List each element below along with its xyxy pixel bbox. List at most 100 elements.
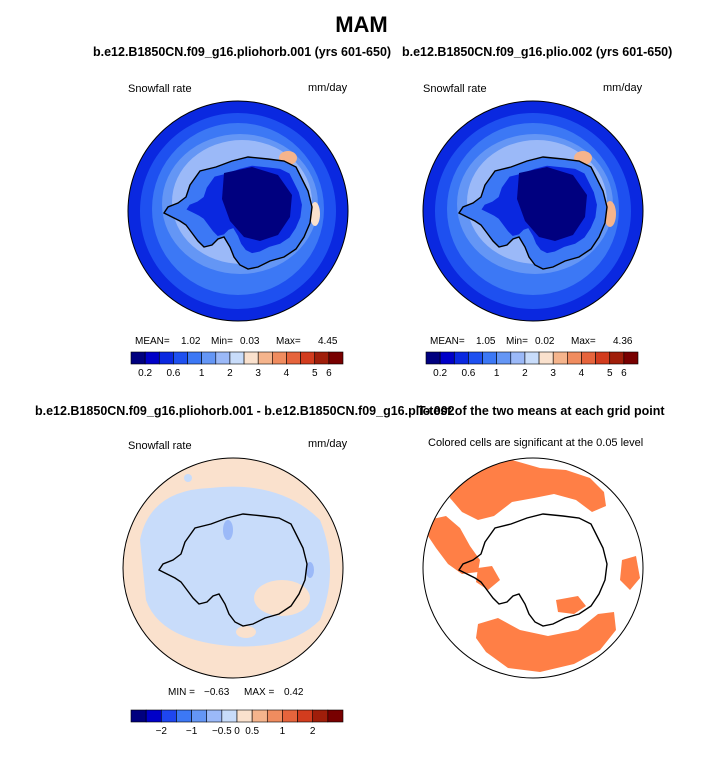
panel3-units-label: mm/day <box>308 438 348 450</box>
panel4-map <box>423 458 643 678</box>
panel1-mean-value: 1.02 <box>181 336 201 347</box>
panel2-colorbar-box <box>510 351 526 365</box>
panel1-colorbar-box <box>229 351 245 365</box>
panel1-mean-label: MEAN= <box>135 336 170 347</box>
panel3-colorbar-box <box>206 709 223 723</box>
panel3-colorbar-box <box>236 709 253 723</box>
panel1-colorbar-box <box>286 351 301 365</box>
panel3-colorbar-box <box>221 709 238 723</box>
panel4-sig-patch-2 <box>620 556 640 590</box>
panel1-colorbar-tick: 1 <box>199 368 205 379</box>
panel3-colorbar-tick: 1 <box>280 726 286 737</box>
panel3-colorbar-tick: 0.5 <box>245 726 259 737</box>
panel3-border <box>122 457 344 679</box>
panel3-colorbar-tick: −1 <box>186 726 198 737</box>
panel2-min-label: Min= <box>506 336 528 347</box>
panel2-colorbar-box <box>567 351 582 365</box>
panel4-sig-region-south <box>476 612 616 672</box>
panel2-colorbar-tick: 2 <box>522 368 528 379</box>
panel2-colorbar-box <box>595 351 611 365</box>
panel1-colorbar-tick: 0.6 <box>166 368 180 379</box>
panel2-colorbar-box <box>482 351 497 365</box>
panel3-max-label: MAX = <box>244 687 275 698</box>
panel3-colorbar-tick: −0.5 <box>212 726 232 737</box>
panel3-positive-patch-2 <box>236 626 256 638</box>
panel3-negative-patch-2 <box>306 562 314 578</box>
panel3-colorbar-tick: 0 <box>234 726 240 737</box>
panel1-plateau <box>222 167 292 241</box>
panel1-colorbar-box <box>300 351 316 365</box>
panel1-colorbar-box <box>130 351 146 365</box>
panel4-border <box>422 457 644 679</box>
panel3-colorbar-tick: 2 <box>310 726 316 737</box>
panel2-mean-value: 1.05 <box>476 336 496 347</box>
panel1-max-label: Max= <box>276 336 301 347</box>
panel3-min-value: −0.63 <box>204 687 230 698</box>
panel2-colorbar-box <box>439 351 455 365</box>
panel3-positive-patch-1 <box>254 580 310 616</box>
panel2-mean-label: MEAN= <box>430 336 465 347</box>
panel3-colorbar-box <box>327 709 344 723</box>
panel1-map <box>128 101 348 321</box>
panel1-min-value: 0.03 <box>240 336 260 347</box>
panel3-colorbar-box <box>160 709 177 723</box>
panel2-max-value: 4.36 <box>613 336 633 347</box>
panel2-max-label: Max= <box>571 336 596 347</box>
panel2-plateau <box>517 167 587 241</box>
panel2-min-value: 0.02 <box>535 336 555 347</box>
panel2-variable-label: Snowfall rate <box>423 83 487 95</box>
panel1-colorbar-box <box>215 351 231 365</box>
panel3-colorbar: −2 −1 −0.5 0 0.5 1 2 <box>130 709 344 737</box>
panel2-colorbar-box <box>552 351 568 365</box>
panel1-title: b.e12.B1850CN.f09_g16.pliohorb.001 (yrs … <box>93 45 392 59</box>
panel3-map <box>123 458 343 678</box>
panel2-units-label: mm/day <box>603 82 643 94</box>
panel3-colorbar-box <box>312 709 329 723</box>
panel1-colorbar-box <box>243 351 259 365</box>
panel1-colorbar-tick: 4 <box>284 368 290 379</box>
panel4-sig-region-west <box>428 516 480 574</box>
panel1-colorbar-tick: 6 <box>326 368 332 379</box>
panel4-sig-region-north <box>450 460 606 520</box>
panel3-max-value: 0.42 <box>284 687 304 698</box>
panel2-title: b.e12.B1850CN.f09_g16.plio.002 (yrs 601-… <box>402 45 673 59</box>
panel3-negative-patch-1 <box>223 520 233 540</box>
panel2-colorbar-tick: 0.6 <box>461 368 475 379</box>
panel3-variable-label: Snowfall rate <box>128 440 192 452</box>
panel3-colorbar-box <box>251 709 268 723</box>
panel2-colorbar-tick: 5 <box>607 368 613 379</box>
panel3-colorbar-box <box>130 709 147 723</box>
panel1-max-value: 4.45 <box>318 336 338 347</box>
panel3-colorbar-box <box>266 709 283 723</box>
panel2-colorbar-box <box>425 351 441 365</box>
panel2-colorbar-tick: 6 <box>621 368 627 379</box>
panel1-colorbar-tick: 3 <box>255 368 261 379</box>
panel2-colorbar-box <box>496 351 512 365</box>
panel2-border <box>422 100 644 322</box>
panel3-colorbar-box <box>282 709 298 723</box>
panel1-colorbar-box <box>314 351 330 365</box>
panel2-colorbar-tick: 1 <box>494 368 500 379</box>
panel1-colorbar: 0.2 0.6 1 2 3 4 5 6 <box>130 351 344 379</box>
panel2-colorbar-tick: 3 <box>550 368 556 379</box>
panel1-colorbar-tick: 5 <box>312 368 318 379</box>
panel4-title: T-test of the two means at each grid poi… <box>418 404 665 418</box>
figure-title: MAM <box>335 12 388 37</box>
panel1-border <box>127 100 349 322</box>
panel2-colorbar-box <box>538 351 554 365</box>
panel3-colorbar-box <box>145 709 162 723</box>
panel2-map <box>423 101 643 321</box>
panel1-colorbar-box <box>272 351 287 365</box>
panel3-colorbar-box <box>176 709 192 723</box>
panel2-colorbar-box <box>581 351 596 365</box>
panel4-sig-patch-1 <box>556 596 586 614</box>
panel1-colorbar-box <box>257 351 273 365</box>
panel2-colorbar-box <box>609 351 625 365</box>
panel2-colorbar-tick: 4 <box>579 368 585 379</box>
panel1-variable-label: Snowfall rate <box>128 83 192 95</box>
panel3-title: b.e12.B1850CN.f09_g16.pliohorb.001 - b.e… <box>35 404 455 418</box>
panel1-min-label: Min= <box>211 336 233 347</box>
panel3-colorbar-box <box>191 709 208 723</box>
panel1-colorbar-tick: 0.2 <box>138 368 152 379</box>
